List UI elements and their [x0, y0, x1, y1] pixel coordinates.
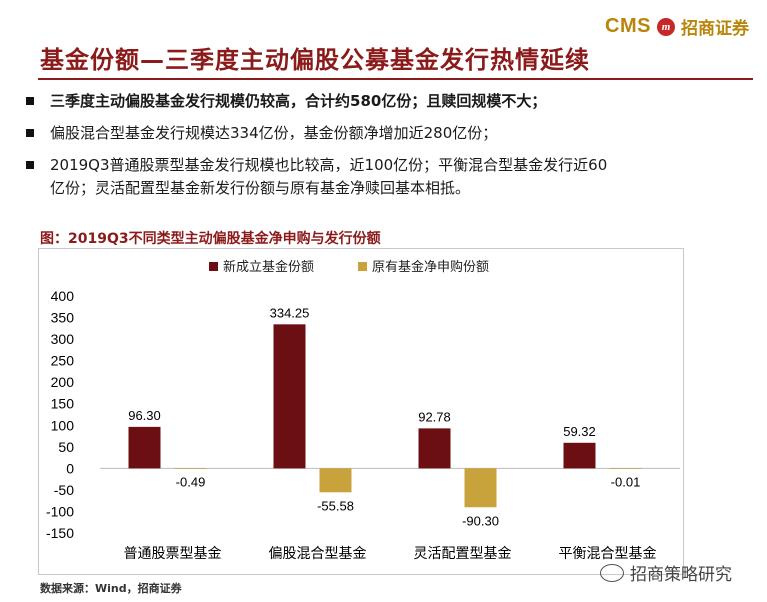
bullet-text-continued: 亿份；灵活配置型基金新发行份额与原有基金净赎回基本相抵。: [50, 179, 471, 197]
bar-existing-net-subscription: [174, 468, 207, 469]
bullet-square-icon: [26, 97, 34, 105]
y-tick-label: 0: [66, 460, 74, 476]
bullet-square-icon: [26, 161, 34, 169]
slide-title: 基金份额—三季度主动偏股公募基金发行热情延续: [40, 46, 590, 74]
bar-new-fund-shares: [418, 428, 451, 469]
bullet-text: 三季度主动偏股基金发行规模仍较高，合计约580亿份；且赎回规模不大；: [50, 92, 547, 110]
x-tick-label: 普通股票型基金: [124, 545, 222, 562]
y-tick-label: 350: [51, 310, 75, 326]
y-tick-label: -150: [46, 525, 74, 541]
watermark-text: 招商策略研究: [630, 565, 732, 585]
bullet-list: 三季度主动偏股基金发行规模仍较高，合计约580亿份；且赎回规模不大； 偏股混合型…: [22, 90, 742, 209]
bar-existing-net-subscription: [319, 468, 352, 493]
y-tick-label: -100: [46, 503, 74, 519]
bullet-item: 2019Q3普通股票型基金发行规模也比较高，近100亿份；平衡混合型基金发行近6…: [22, 154, 742, 200]
legend-swatch-series2: [358, 262, 367, 271]
chart-frame: [38, 248, 684, 575]
y-tick-label: -50: [54, 482, 74, 498]
watermark: 招商策略研究: [600, 560, 732, 585]
x-tick-label: 偏股混合型基金: [269, 545, 367, 562]
legend-label-series2: 原有基金净申购份额: [372, 259, 489, 275]
data-label: -55.58: [317, 498, 354, 513]
bullet-text: 2019Q3普通股票型基金发行规模也比较高，近100亿份；平衡混合型基金发行近6…: [50, 156, 608, 174]
logo-company-name: 招商证券: [681, 19, 749, 39]
data-label: 92.78: [418, 409, 451, 424]
bullet-text: 偏股混合型基金发行规模达334亿份，基金份额净增加近280亿份；: [50, 124, 498, 142]
x-tick-label: 灵活配置型基金: [414, 545, 512, 562]
bullet-item: 偏股混合型基金发行规模达334亿份，基金份额净增加近280亿份；: [22, 122, 742, 145]
data-source-note: 数据来源：Wind，招商证券: [40, 582, 182, 595]
legend-swatch-series1: [209, 262, 218, 271]
bullet-item: 三季度主动偏股基金发行规模仍较高，合计约580亿份；且赎回规模不大；: [22, 90, 742, 113]
logo-mark-icon: m: [657, 17, 675, 36]
y-tick-label: 150: [51, 396, 75, 412]
wechat-icon: [600, 563, 624, 582]
data-label: -0.01: [611, 474, 641, 489]
title-divider: [38, 78, 753, 80]
bar-existing-net-subscription: [464, 468, 497, 508]
data-label: -90.30: [462, 513, 499, 528]
y-tick-label: 300: [51, 331, 75, 347]
data-label: 334.25: [270, 305, 310, 320]
y-tick-label: 200: [51, 374, 75, 390]
x-tick-label: 平衡混合型基金: [559, 545, 657, 562]
data-label: 96.30: [128, 408, 161, 423]
y-tick-label: 100: [51, 417, 75, 433]
y-tick-label: 400: [51, 288, 75, 304]
data-label: 59.32: [563, 424, 596, 439]
brand-logo: CMS m 招商证券: [605, 14, 749, 39]
bar-existing-net-subscription: [609, 468, 642, 469]
y-tick-label: 250: [51, 353, 75, 369]
bullet-square-icon: [26, 129, 34, 137]
logo-cms-text: CMS: [605, 15, 651, 37]
y-tick-label: 50: [58, 439, 74, 455]
bar-new-fund-shares: [128, 426, 161, 469]
legend-label-series1: 新成立基金份额: [223, 259, 314, 275]
bar-new-fund-shares: [273, 324, 306, 469]
bar-new-fund-shares: [563, 442, 596, 469]
chart-title: 图：2019Q3不同类型主动偏股基金净申购与发行份额: [40, 231, 381, 247]
data-label: -0.49: [176, 475, 206, 490]
